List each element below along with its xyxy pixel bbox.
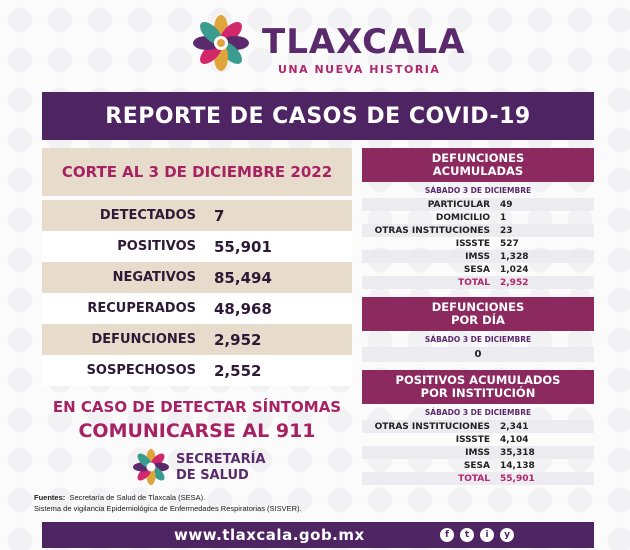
row-value: 2,341 bbox=[500, 421, 529, 432]
stat-label: NEGATIVOS bbox=[112, 270, 196, 285]
secretaria-flower-icon bbox=[133, 449, 169, 485]
row-value: 1 bbox=[500, 212, 507, 223]
panel-title-line1: DEFUNCIONES bbox=[431, 300, 525, 314]
defunciones-dia-header: DEFUNCIONES POR DÍA bbox=[362, 297, 594, 331]
table-row-total: TOTAL 2,952 bbox=[362, 276, 594, 289]
alert-symptoms: EN CASO DE DETECTAR SÍNTOMAS bbox=[52, 398, 342, 416]
youtube-icon[interactable]: y bbox=[500, 528, 514, 542]
secretaria-salud-logo: SECRETARÍA DE SALUD bbox=[132, 448, 332, 488]
row-label: OTRAS INSTITUCIONES bbox=[374, 225, 490, 236]
row-value: 4,104 bbox=[500, 434, 529, 445]
row-label: ISSSTE bbox=[455, 238, 490, 249]
social-icons: f t i y bbox=[440, 528, 514, 542]
row-value: 527 bbox=[500, 238, 519, 249]
sources-prefix: Fuentes: bbox=[34, 493, 66, 502]
stat-value: 48,968 bbox=[214, 299, 272, 318]
defunciones-acumuladas-header: DEFUNCIONES ACUMULADAS bbox=[362, 148, 594, 182]
table-row: SESA 14,138 bbox=[362, 459, 594, 472]
stat-value: 2,552 bbox=[214, 361, 262, 380]
panel-date: SÁBADO 3 DE DICIEMBRE bbox=[424, 335, 532, 344]
stat-row-positivos: POSITIVOS 55,901 bbox=[42, 231, 352, 262]
table-row: PARTICULAR 49 bbox=[362, 198, 594, 211]
secretaria-line2: DE SALUD bbox=[176, 468, 249, 483]
footer-bar: www.tlaxcala.gob.mx f t i y bbox=[42, 522, 594, 548]
row-value: 1,024 bbox=[500, 264, 529, 275]
table-row: IMSS 35,318 bbox=[362, 446, 594, 459]
positivos-institucion-header: POSITIVOS ACUMULADOS POR INSTITUCIÓN bbox=[362, 370, 594, 404]
table-row: OTRAS INSTITUCIONES 23 bbox=[362, 224, 594, 237]
stat-value: 55,901 bbox=[214, 237, 272, 256]
panel-title-line2: POR DÍA bbox=[451, 313, 505, 327]
panel-title-line2: POR INSTITUCIÓN bbox=[420, 386, 536, 400]
row-label: PARTICULAR bbox=[427, 199, 490, 210]
stat-label: POSITIVOS bbox=[117, 239, 196, 254]
row-label: SESA bbox=[463, 264, 490, 275]
row-value: 2,952 bbox=[500, 277, 529, 288]
sources-line1: Secretaría de Salud de Tlaxcala (SESA). bbox=[69, 493, 206, 502]
instagram-icon[interactable]: i bbox=[480, 528, 494, 542]
tlaxcala-flower-logo-icon bbox=[193, 15, 249, 71]
row-label: TOTAL bbox=[458, 277, 490, 288]
stat-value: 7 bbox=[214, 206, 225, 225]
report-banner: REPORTE DE CASOS DE COVID-19 bbox=[42, 92, 594, 140]
stat-label: DETECTADOS bbox=[99, 208, 196, 223]
header: TLAXCALA UNA NUEVA HISTORIA bbox=[0, 8, 630, 80]
twitter-icon[interactable]: t bbox=[460, 528, 474, 542]
panel-title-line1: POSITIVOS ACUMULADOS bbox=[395, 373, 561, 387]
stat-row-sospechosos: SOSPECHOSOS 2,552 bbox=[42, 355, 352, 386]
table-row: ISSSTE 4,104 bbox=[362, 433, 594, 446]
stat-value: 2,952 bbox=[214, 330, 262, 349]
daily-deaths-row: 0 bbox=[362, 347, 594, 362]
stat-row-defunciones: DEFUNCIONES 2,952 bbox=[42, 324, 352, 355]
row-label: IMSS bbox=[465, 251, 490, 262]
row-label: SESA bbox=[463, 460, 490, 471]
stat-label: SOSPECHOSOS bbox=[86, 363, 196, 378]
summary-column: CORTE AL 3 DE DICIEMBRE 2022 DETECTADOS … bbox=[42, 148, 352, 386]
row-label: DOMICILIO bbox=[435, 212, 490, 223]
row-label: ISSSTE bbox=[455, 434, 490, 445]
row-label: TOTAL bbox=[458, 473, 490, 484]
stat-row-recuperados: RECUPERADOS 48,968 bbox=[42, 293, 352, 324]
table-row: OTRAS INSTITUCIONES 2,341 bbox=[362, 420, 594, 433]
detail-column: DEFUNCIONES ACUMULADAS SÁBADO 3 DE DICIE… bbox=[362, 148, 594, 485]
cutoff-date-box: CORTE AL 3 DE DICIEMBRE 2022 bbox=[42, 148, 352, 196]
website-link[interactable]: www.tlaxcala.gob.mx bbox=[174, 526, 365, 544]
table-row: IMSS 1,328 bbox=[362, 250, 594, 263]
stat-label: DEFUNCIONES bbox=[91, 332, 196, 347]
row-value: 14,138 bbox=[500, 460, 535, 471]
alert-call-911: COMUNICARSE AL 911 bbox=[78, 420, 316, 442]
table-row: SESA 1,024 bbox=[362, 263, 594, 276]
row-label: IMSS bbox=[465, 447, 490, 458]
table-row: DOMICILIO 1 bbox=[362, 211, 594, 224]
stats-list: DETECTADOS 7 POSITIVOS 55,901 NEGATIVOS … bbox=[42, 200, 352, 386]
row-value: 35,318 bbox=[500, 447, 535, 458]
sources-line2: Sistema de vigilancia Epidemiológica de … bbox=[34, 504, 302, 513]
panel-title-line1: DEFUNCIONES bbox=[431, 151, 525, 165]
stat-value: 85,494 bbox=[214, 268, 272, 287]
stat-row-negativos: NEGATIVOS 85,494 bbox=[42, 262, 352, 293]
panel-date: SÁBADO 3 DE DICIEMBRE bbox=[424, 408, 532, 417]
stat-label: RECUPERADOS bbox=[87, 301, 196, 316]
facebook-icon[interactable]: f bbox=[440, 528, 454, 542]
secretaria-line1: SECRETARÍA bbox=[176, 452, 266, 467]
table-row-total: TOTAL 55,901 bbox=[362, 472, 594, 485]
panel-date: SÁBADO 3 DE DICIEMBRE bbox=[424, 186, 532, 195]
daily-deaths-value: 0 bbox=[474, 349, 482, 360]
panel-title-line2: ACUMULADAS bbox=[432, 164, 524, 178]
brand-title: TLAXCALA bbox=[262, 22, 466, 62]
row-value: 23 bbox=[500, 225, 513, 236]
report-title: REPORTE DE CASOS DE COVID-19 bbox=[105, 103, 531, 129]
stat-row-detectados: DETECTADOS 7 bbox=[42, 200, 352, 231]
brand-tagline: UNA NUEVA HISTORIA bbox=[278, 63, 441, 76]
row-value: 1,328 bbox=[500, 251, 529, 262]
table-row: ISSSTE 527 bbox=[362, 237, 594, 250]
row-value: 49 bbox=[500, 199, 513, 210]
sources-note: Fuentes: Secretaría de Salud de Tlaxcala… bbox=[34, 492, 364, 514]
cutoff-date-label: CORTE AL 3 DE DICIEMBRE 2022 bbox=[61, 163, 333, 181]
row-value: 55,901 bbox=[500, 473, 535, 484]
row-label: OTRAS INSTITUCIONES bbox=[374, 421, 490, 432]
